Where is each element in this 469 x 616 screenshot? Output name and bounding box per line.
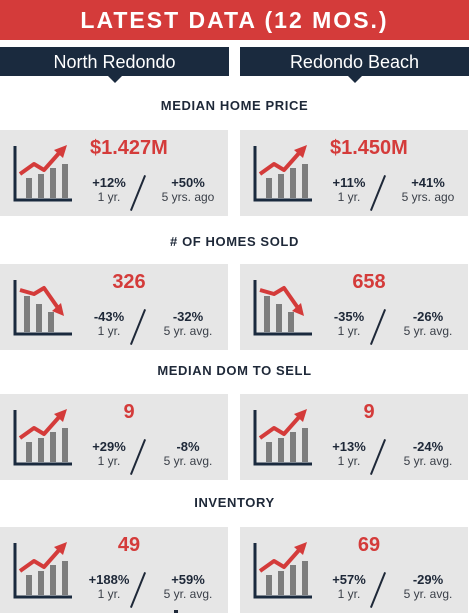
stat-5yr: +50% 5 yrs. ago (161, 175, 215, 204)
stat-card-redondo-inventory: 69 +57% 1 yr. -29% 5 yr. avg. (240, 527, 468, 613)
stat-5yr: +41% 5 yrs. ago (401, 175, 455, 204)
trend-up-chart-icon (253, 409, 312, 466)
stat-5yr: -24% 5 yr. avg. (403, 439, 453, 468)
trend-down-chart-icon (13, 280, 72, 336)
stat-1yr: +188% 1 yr. (88, 572, 130, 601)
stat-5yr: -29% 5 yr. avg. (403, 572, 453, 601)
stat-card-redondo-median-dom: 9 +13% 1 yr. -24% 5 yr. avg. (240, 394, 468, 480)
stat-5yr: -8% 5 yr. avg. (163, 439, 213, 468)
stat-1yr: +12% 1 yr. (92, 175, 126, 204)
stat-card-redondo-homes-sold: 658 -35% 1 yr. -26% 5 yr. avg. (240, 264, 468, 350)
stat-5yr: +59% 5 yr. avg. (163, 572, 213, 601)
metric-value: 326 (112, 271, 146, 293)
stat-1yr: -35% 1 yr. (333, 309, 365, 338)
stat-card-north-median-price: $1.427M +12% 1 yr. +50% 5 yrs. ago (0, 130, 228, 216)
stat-card-redondo-median-price: $1.450M +11% 1 yr. +41% 5 yrs. ago (240, 130, 468, 216)
stat-1yr: +29% 1 yr. (92, 439, 126, 468)
trend-up-chart-icon (13, 542, 72, 599)
tab-north-redondo: North Redondo (0, 47, 229, 83)
metric-value: 9 (363, 401, 375, 423)
stat-5yr: -32% 5 yr. avg. (163, 309, 213, 338)
trend-up-chart-icon (253, 542, 312, 599)
section-title-median-home-price: MEDIAN HOME PRICE (160, 98, 309, 113)
metric-value: $1.450M (330, 137, 408, 159)
stat-1yr: +11% 1 yr. (332, 175, 366, 204)
section-title-median-dom: MEDIAN DOM TO SELL (157, 363, 312, 378)
metric-value: $1.427M (90, 137, 168, 159)
page-title: LATEST DATA (12 MOS.) (0, 0, 469, 40)
metric-value: 49 (117, 534, 141, 556)
stat-1yr: +57% 1 yr. (332, 572, 366, 601)
trend-up-chart-icon (13, 145, 72, 202)
trend-up-chart-icon (253, 145, 312, 202)
trend-up-chart-icon (13, 409, 72, 466)
tab-redondo-beach: Redondo Beach (240, 47, 469, 83)
metric-value: 69 (357, 534, 381, 556)
section-title-homes-sold: # OF HOMES SOLD (170, 234, 299, 249)
stat-card-north-homes-sold: 326 -43% 1 yr. -32% 5 yr. avg. (0, 264, 228, 350)
trend-down-chart-icon (253, 280, 312, 336)
stat-card-north-median-dom: 9 +29% 1 yr. -8% 5 yr. avg. (0, 394, 228, 480)
metric-value: 9 (123, 401, 135, 423)
stat-card-north-inventory: 49 +188% 1 yr. +59% 5 yr. avg. (0, 527, 228, 613)
section-title-inventory: INVENTORY (194, 495, 275, 510)
stat-5yr: -26% 5 yr. avg. (403, 309, 453, 338)
stat-1yr: +13% 1 yr. (332, 439, 366, 468)
divider-mark (174, 610, 178, 613)
metric-value: 658 (352, 271, 386, 293)
stat-1yr: -43% 1 yr. (93, 309, 125, 338)
